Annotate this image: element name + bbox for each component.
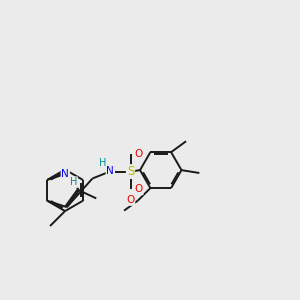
- Text: N: N: [106, 166, 114, 176]
- Text: O: O: [134, 184, 143, 194]
- Text: O: O: [134, 149, 143, 159]
- Text: H: H: [99, 158, 106, 169]
- Text: O: O: [126, 195, 134, 205]
- Text: H: H: [70, 177, 77, 187]
- Text: S: S: [127, 165, 134, 178]
- Text: N: N: [61, 169, 69, 179]
